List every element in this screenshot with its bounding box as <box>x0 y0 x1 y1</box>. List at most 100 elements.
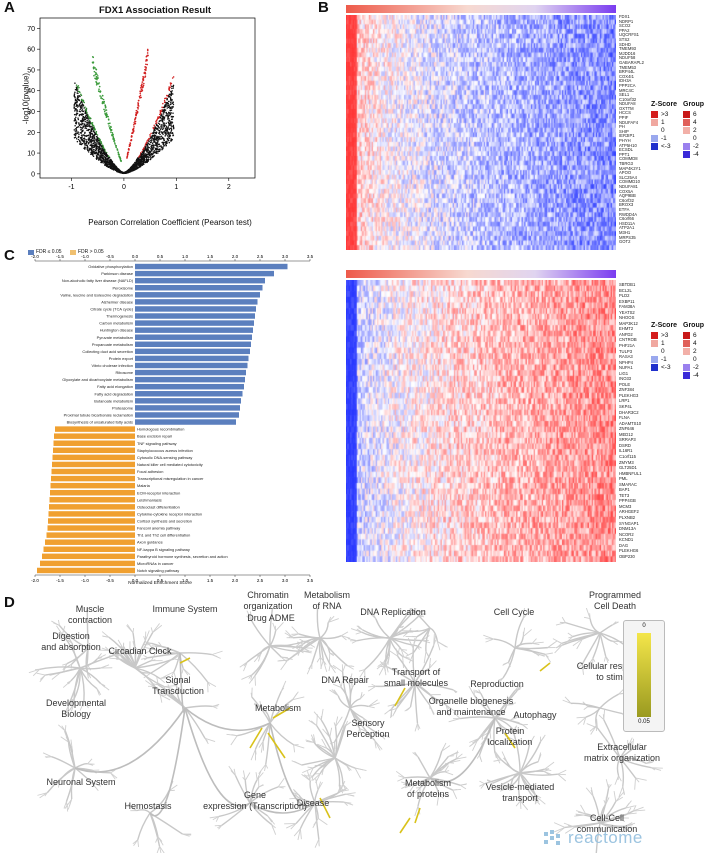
gene-label: ETFA <box>619 206 630 212</box>
gene-label: AQP9BB <box>619 193 636 199</box>
volcano-point <box>80 99 83 101</box>
volcano-point-neg <box>101 102 104 104</box>
label-organelle-biogenesis: Organelle biogenesis and maintenance <box>428 696 514 717</box>
pathway-twig <box>145 647 154 650</box>
pathway-twig <box>572 638 583 647</box>
pathway-twig <box>338 786 341 792</box>
enrichment-category-label: Biosynthesis of unsaturated fatty acids <box>67 420 133 425</box>
volcano-point <box>170 93 173 95</box>
label-sensory-perception: Sensory Perception <box>346 718 390 739</box>
pathway-twig <box>613 790 617 802</box>
gene-label: STS2 <box>619 36 630 42</box>
pathway-twig <box>513 725 518 733</box>
label-cell-cell-communication: Cell-Cell communication <box>576 813 638 834</box>
pathway-twig <box>402 656 410 659</box>
volcano-point <box>89 144 91 147</box>
pathway-twig <box>509 785 512 791</box>
volcano-point <box>152 155 154 158</box>
pathway-twig <box>182 833 192 836</box>
pathway-branch <box>599 803 607 824</box>
pathway-twig <box>605 779 609 789</box>
pathway-twig <box>101 647 109 651</box>
pathway-twig <box>404 783 416 789</box>
volcano-point <box>74 130 77 132</box>
volcano-point <box>157 128 159 131</box>
pathway-twig <box>32 668 40 677</box>
volcano-point <box>156 144 158 147</box>
volcano-point <box>167 112 169 115</box>
enrichment-tick-label: 3.0 <box>282 254 289 259</box>
pathway-twig <box>296 643 304 653</box>
pathway-twig <box>337 784 342 794</box>
pathway-twig <box>520 800 529 811</box>
enrichment-category-label: Valine, leucine and isoleucine degradati… <box>60 292 133 297</box>
pathway-branch <box>334 757 344 785</box>
pathway-twig <box>356 628 362 633</box>
pathway-branch <box>46 767 76 794</box>
pathway-twig <box>306 663 313 675</box>
pathway-twig <box>64 705 69 715</box>
volcano-point <box>84 142 86 145</box>
pathway-branch <box>334 757 347 766</box>
volcano-point <box>75 101 78 104</box>
legend-swatch <box>683 150 690 158</box>
pathway-twig <box>295 646 304 654</box>
volcano-point <box>135 168 137 170</box>
volcano-point <box>75 84 78 86</box>
legend-swatch <box>683 134 690 142</box>
volcano-point-pos <box>132 128 135 130</box>
gene-label: NPHP4 <box>619 359 633 365</box>
volcano-point <box>79 136 82 139</box>
volcano-point <box>122 172 124 174</box>
volcano-point-pos <box>126 157 128 159</box>
volcano-point <box>146 146 149 148</box>
volcano-point <box>142 162 144 164</box>
legend-label: -1 <box>661 355 667 363</box>
volcano-point <box>83 134 86 137</box>
volcano-point-neg <box>112 137 115 139</box>
pathway-twig <box>346 764 356 769</box>
enrichment-tick-label: -0.5 <box>106 254 114 259</box>
volcano-point <box>87 134 89 137</box>
pathway-branch <box>249 786 279 804</box>
pathway-twig <box>58 619 60 626</box>
pathway-twig <box>357 728 360 737</box>
legend-label: -1 <box>661 134 667 142</box>
volcano-point-neg <box>105 109 108 111</box>
pathway-twig <box>248 675 256 684</box>
volcano-point-neg <box>95 81 98 84</box>
pathway-twig <box>120 645 123 656</box>
volcano-point <box>93 137 96 140</box>
volcano-point-pos <box>137 108 139 110</box>
pathway-significant-branch <box>179 657 191 664</box>
volcano-point <box>113 165 115 167</box>
legend-label: -4 <box>693 150 699 158</box>
volcano-point <box>97 148 100 151</box>
gene-label: SKP4L <box>619 404 633 410</box>
volcano-point <box>169 98 172 101</box>
volcano-point <box>158 131 161 133</box>
volcano-point <box>169 109 172 112</box>
volcano-point <box>161 106 163 108</box>
volcano-point-pos <box>139 90 141 92</box>
pathway-twig <box>45 756 52 758</box>
gene-label: BRP44L <box>619 69 635 75</box>
pathway-twig <box>553 822 566 828</box>
pathway-branch <box>45 667 81 676</box>
volcano-point <box>163 125 166 128</box>
volcano-point <box>161 126 163 128</box>
volcano-point <box>80 123 83 126</box>
volcano-point <box>81 142 84 145</box>
pathway-twig <box>605 796 607 805</box>
legend-label: -2 <box>693 363 699 371</box>
pathway-twig <box>436 641 441 651</box>
volcano-point <box>90 140 93 143</box>
volcano-point <box>168 89 171 92</box>
pathway-twig <box>339 786 345 791</box>
enrichment-bar <box>135 348 250 355</box>
gene-label: TMEM53 <box>619 64 636 70</box>
pathway-branch <box>574 822 601 828</box>
volcano-point <box>77 125 80 128</box>
enrichment-bar <box>135 270 274 277</box>
volcano-point <box>91 137 93 140</box>
